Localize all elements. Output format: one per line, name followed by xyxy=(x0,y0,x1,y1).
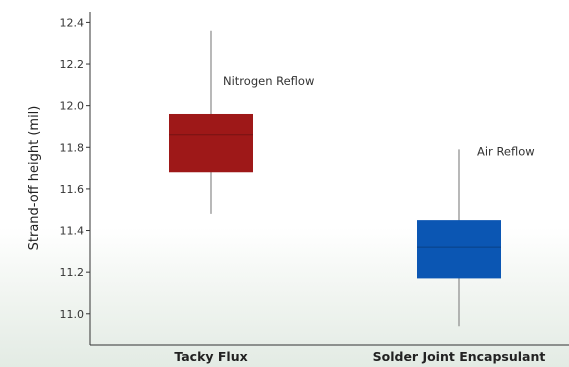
box xyxy=(417,220,501,279)
y-tick-label: 11.8 xyxy=(60,141,85,154)
y-tick-label: 11.0 xyxy=(60,308,85,321)
category-label: Solder Joint Encapsulant xyxy=(373,349,546,364)
series-annotation: Air Reflow xyxy=(477,145,535,159)
series-annotation: Nitrogen Reflow xyxy=(223,74,314,88)
axes xyxy=(89,12,569,346)
y-tick-label: 12.2 xyxy=(60,58,85,71)
y-tick-label: 12.4 xyxy=(60,16,85,29)
boxes xyxy=(169,30,501,327)
y-tick-label: 11.2 xyxy=(60,266,85,279)
y-axis-title: Strand-off height (mil) xyxy=(27,106,42,251)
category-label: Tacky Flux xyxy=(174,349,247,364)
box xyxy=(169,113,253,173)
y-tick-label: 11.4 xyxy=(60,225,85,238)
category-labels: Tacky Flux Solder Joint Encapsulant xyxy=(174,349,545,364)
y-tick-label: 12.0 xyxy=(60,100,85,113)
y-tick-label: 11.6 xyxy=(60,183,85,196)
y-ticks: 11.0 11.2 11.4 11.6 11.8 12.0 12.2 12.4 xyxy=(60,16,90,321)
annotations: Nitrogen Reflow Air Reflow xyxy=(223,74,535,159)
